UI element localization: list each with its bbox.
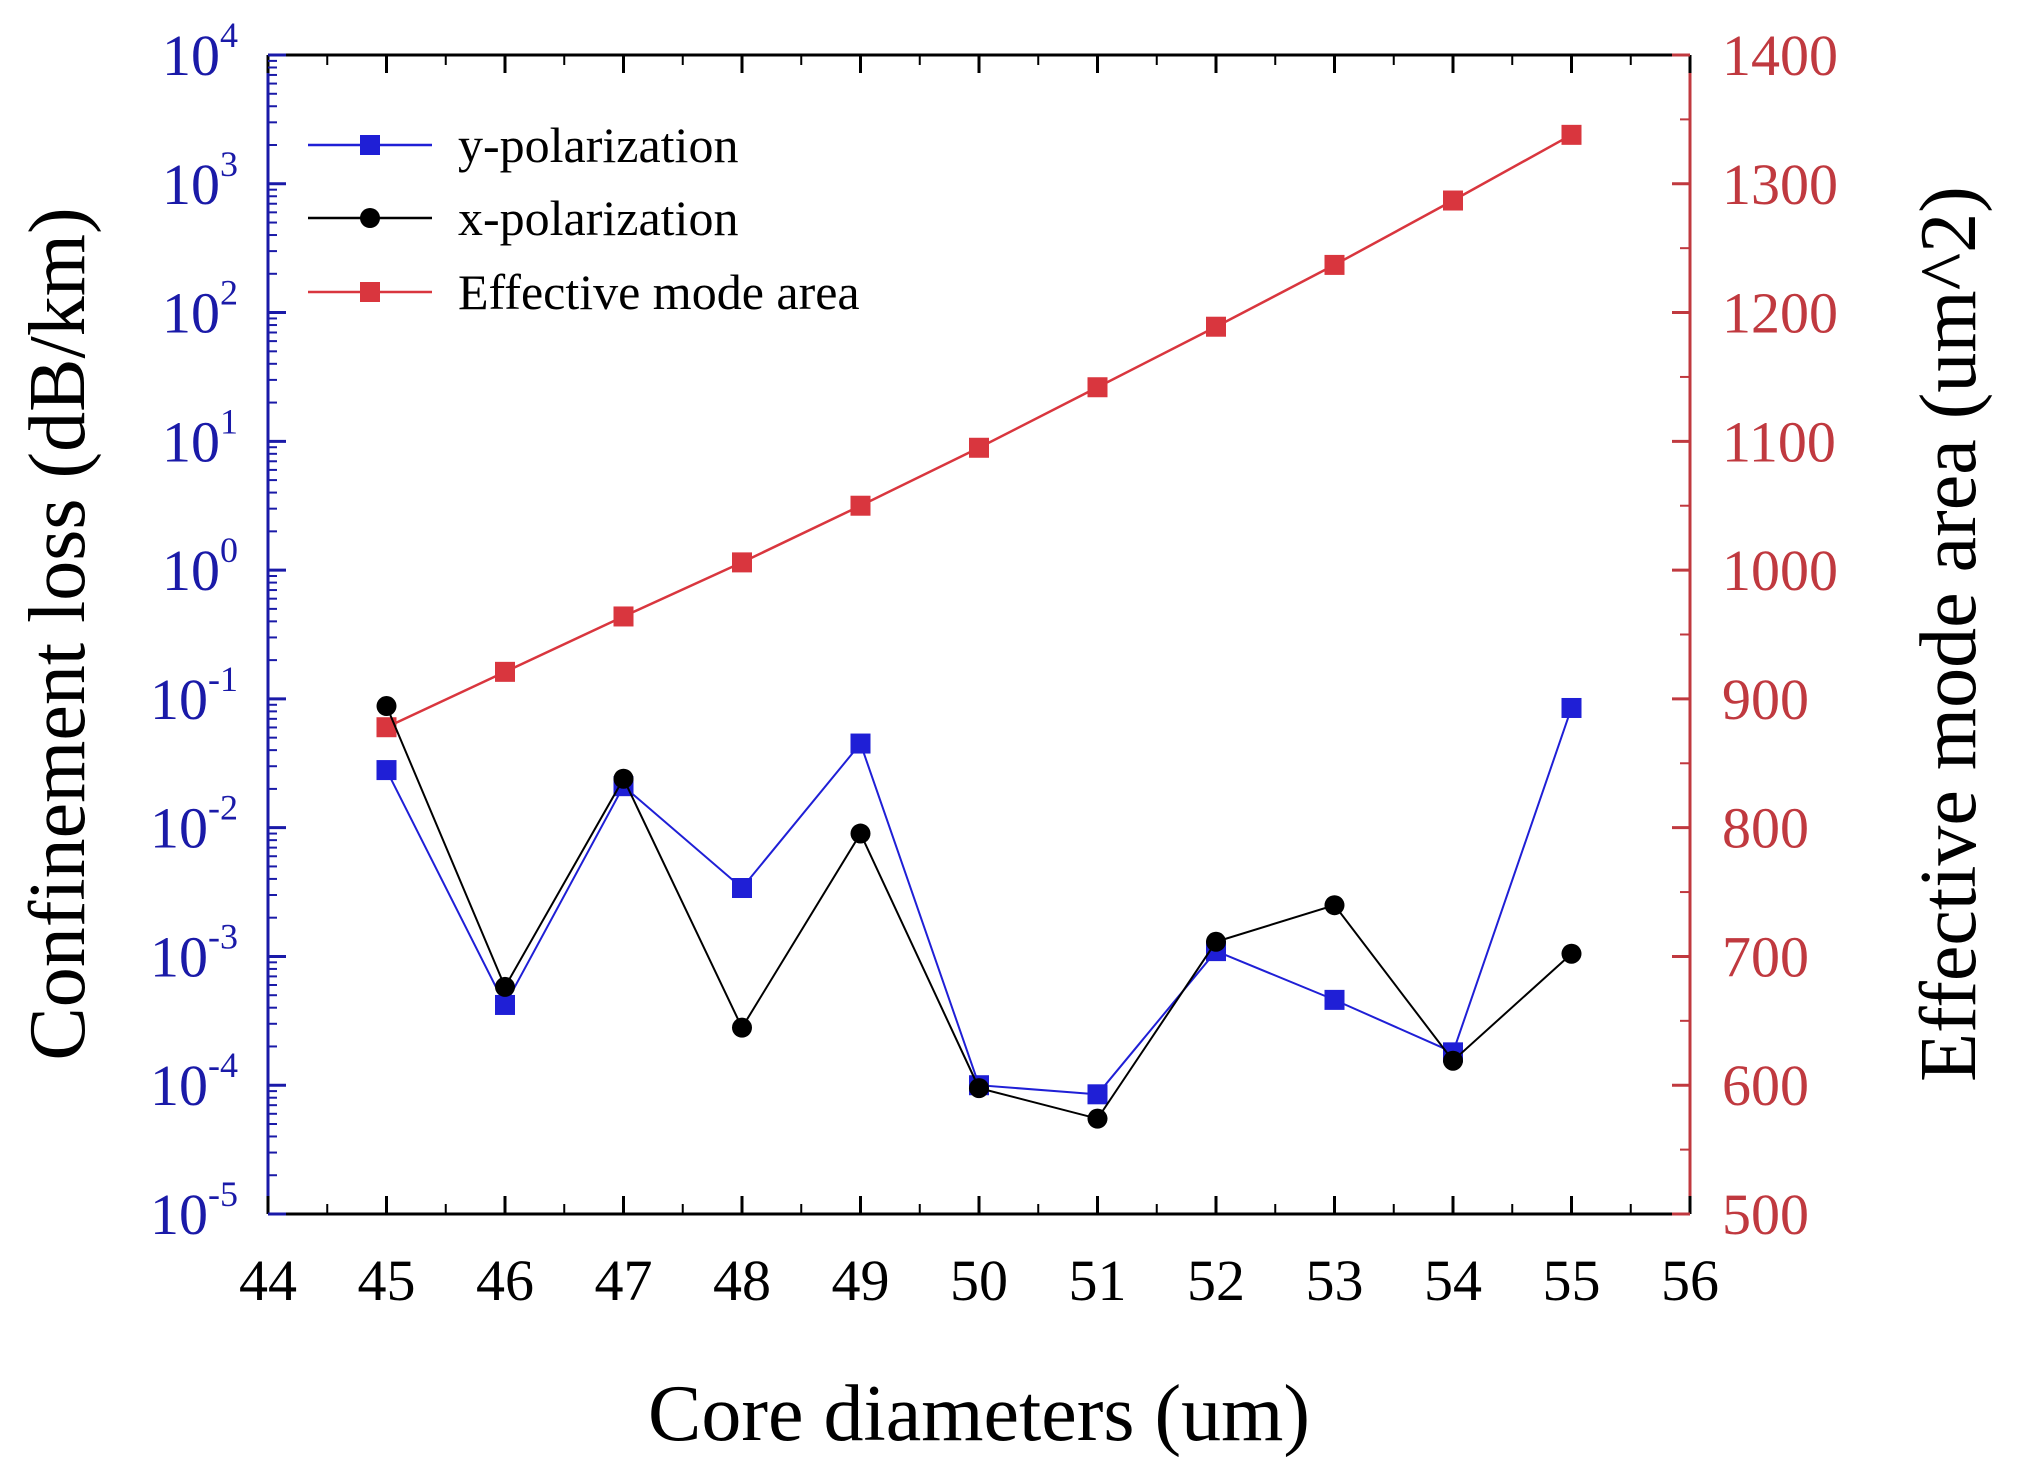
x-tick-label: 51 <box>1069 1248 1127 1313</box>
y-polarization-point <box>1087 1084 1108 1105</box>
x-polarization-point <box>495 976 515 997</box>
y-polarization-point <box>850 733 871 754</box>
y-polarization-point <box>1324 989 1345 1010</box>
legend-label-y-polarization: y-polarization <box>458 117 738 173</box>
y-polarization-point <box>732 878 752 899</box>
series-layer <box>376 124 1582 1129</box>
effective-mode-area-point <box>495 661 515 682</box>
x-polarization-point <box>1324 895 1345 916</box>
right-tick-label: 1200 <box>1722 281 1838 346</box>
x-tick-label: 54 <box>1424 1248 1482 1313</box>
left-tick-label: 10-5 <box>150 1174 238 1247</box>
effective-mode-area-point <box>850 495 871 516</box>
left-axis-ticks: 10-5 10-4 10-3 10-2 10-1 100 101 102 103 104 <box>150 15 286 1247</box>
x-tick-label: 44 <box>239 1248 297 1313</box>
effective-mode-area-point <box>1561 124 1582 145</box>
right-axis-title: Effective mode area (um^2) <box>1905 186 1993 1082</box>
effective-mode-area-point <box>613 606 634 627</box>
right-tick-label: 1400 <box>1722 23 1838 88</box>
x-polarization-point <box>1206 931 1226 952</box>
x-tick-label: 55 <box>1543 1248 1601 1313</box>
x-tick-label: 50 <box>950 1248 1008 1313</box>
effective-mode-area-point <box>1087 377 1108 398</box>
right-tick-label: 1000 <box>1722 538 1838 603</box>
x-tick-label: 46 <box>476 1248 534 1313</box>
legend-marker-y-polarization <box>360 135 380 155</box>
left-tick-label: 101 <box>162 401 238 474</box>
effective-mode-area-point <box>1443 190 1463 211</box>
y-polarization-point <box>1561 697 1582 718</box>
right-tick-label: 700 <box>1722 924 1809 989</box>
x-tick-label: 47 <box>595 1248 653 1313</box>
y-polarization-point <box>495 994 515 1015</box>
effective-mode-area-point <box>969 437 989 458</box>
x-axis-title: Core diameters (um) <box>648 1370 1310 1458</box>
left-tick-label: 10-4 <box>150 1045 238 1118</box>
left-tick-label: 10-2 <box>150 788 238 861</box>
x-tick-label: 49 <box>832 1248 890 1313</box>
legend-label-effective-mode-area: Effective mode area <box>458 264 860 320</box>
right-tick-label: 900 <box>1722 667 1809 732</box>
effective-mode-area-point <box>1324 254 1345 275</box>
legend-marker-effective-mode-area <box>360 282 380 302</box>
x-polarization-point <box>613 768 634 789</box>
left-tick-label: 104 <box>162 15 238 88</box>
left-tick-label: 10-3 <box>150 916 238 989</box>
right-axis-ticks: 500 600 700 800 900 1000 1100 1200 1300 1400 <box>1672 23 1838 1247</box>
legend-label-x-polarization: x-polarization <box>458 190 738 246</box>
x-axis-ticks: 44 45 46 47 48 49 50 51 52 53 54 55 56 <box>239 55 1719 1313</box>
right-tick-label: 600 <box>1722 1053 1809 1118</box>
x-tick-label: 48 <box>713 1248 771 1313</box>
legend: y-polarization x-polarization Effective mo… <box>308 117 860 320</box>
x-tick-label: 53 <box>1306 1248 1364 1313</box>
x-polarization-line <box>385 705 1573 1120</box>
x-polarization-point <box>376 696 397 717</box>
x-polarization-point <box>732 1017 752 1038</box>
right-tick-label: 800 <box>1722 796 1809 861</box>
x-polarization-point <box>1561 943 1582 964</box>
left-tick-label: 100 <box>162 530 238 603</box>
right-tick-label: 500 <box>1722 1182 1809 1247</box>
legend-marker-x-polarization <box>360 208 380 228</box>
right-tick-label: 1100 <box>1722 409 1836 474</box>
x-tick-label: 52 <box>1187 1248 1245 1313</box>
x-tick-label: 45 <box>358 1248 416 1313</box>
left-tick-label: 10-1 <box>150 659 238 732</box>
right-tick-label: 1300 <box>1722 152 1838 217</box>
left-tick-label: 102 <box>162 273 238 346</box>
x-tick-label: 56 <box>1661 1248 1719 1313</box>
effective-mode-area-point <box>376 717 397 738</box>
effective-mode-area-point <box>732 552 752 573</box>
x-polarization-point <box>1087 1108 1108 1129</box>
left-tick-label: 103 <box>162 144 238 217</box>
left-axis-title: Confinement loss (dB/km) <box>14 207 102 1060</box>
x-polarization-point <box>850 823 871 844</box>
x-polarization-point <box>969 1078 989 1099</box>
y-polarization-line <box>385 707 1573 1096</box>
effective-mode-area-point <box>1206 316 1226 337</box>
y-polarization-point <box>376 760 397 781</box>
x-polarization-point <box>1443 1050 1463 1071</box>
